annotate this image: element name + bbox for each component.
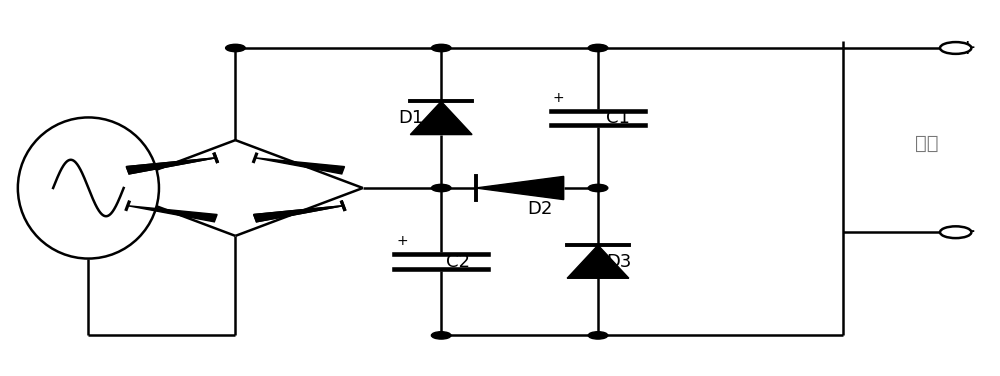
Polygon shape bbox=[476, 176, 564, 200]
Polygon shape bbox=[254, 206, 343, 222]
Polygon shape bbox=[255, 158, 345, 174]
Ellipse shape bbox=[431, 332, 451, 339]
Ellipse shape bbox=[588, 44, 608, 52]
Text: C1: C1 bbox=[606, 109, 630, 127]
Text: +: + bbox=[553, 91, 565, 105]
Text: −: − bbox=[959, 222, 976, 242]
Ellipse shape bbox=[431, 44, 451, 52]
Text: +: + bbox=[959, 38, 976, 58]
Text: D2: D2 bbox=[527, 200, 553, 218]
Ellipse shape bbox=[431, 184, 451, 192]
Ellipse shape bbox=[940, 42, 971, 54]
Ellipse shape bbox=[588, 332, 608, 339]
Text: D3: D3 bbox=[606, 253, 631, 271]
Polygon shape bbox=[567, 245, 629, 278]
Text: 负载: 负载 bbox=[915, 134, 938, 153]
Text: +: + bbox=[396, 234, 408, 249]
Text: C2: C2 bbox=[446, 253, 470, 271]
Polygon shape bbox=[128, 206, 217, 222]
Ellipse shape bbox=[940, 226, 971, 238]
Polygon shape bbox=[126, 158, 216, 174]
Text: D1: D1 bbox=[398, 109, 424, 127]
Polygon shape bbox=[254, 206, 343, 222]
Ellipse shape bbox=[226, 44, 245, 52]
Polygon shape bbox=[410, 102, 472, 135]
Polygon shape bbox=[126, 158, 216, 174]
Ellipse shape bbox=[18, 117, 159, 259]
Ellipse shape bbox=[588, 184, 608, 192]
